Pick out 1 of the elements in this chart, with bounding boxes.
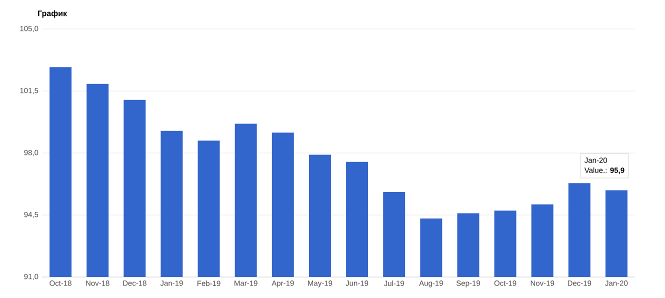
chart-title: График xyxy=(38,10,68,18)
